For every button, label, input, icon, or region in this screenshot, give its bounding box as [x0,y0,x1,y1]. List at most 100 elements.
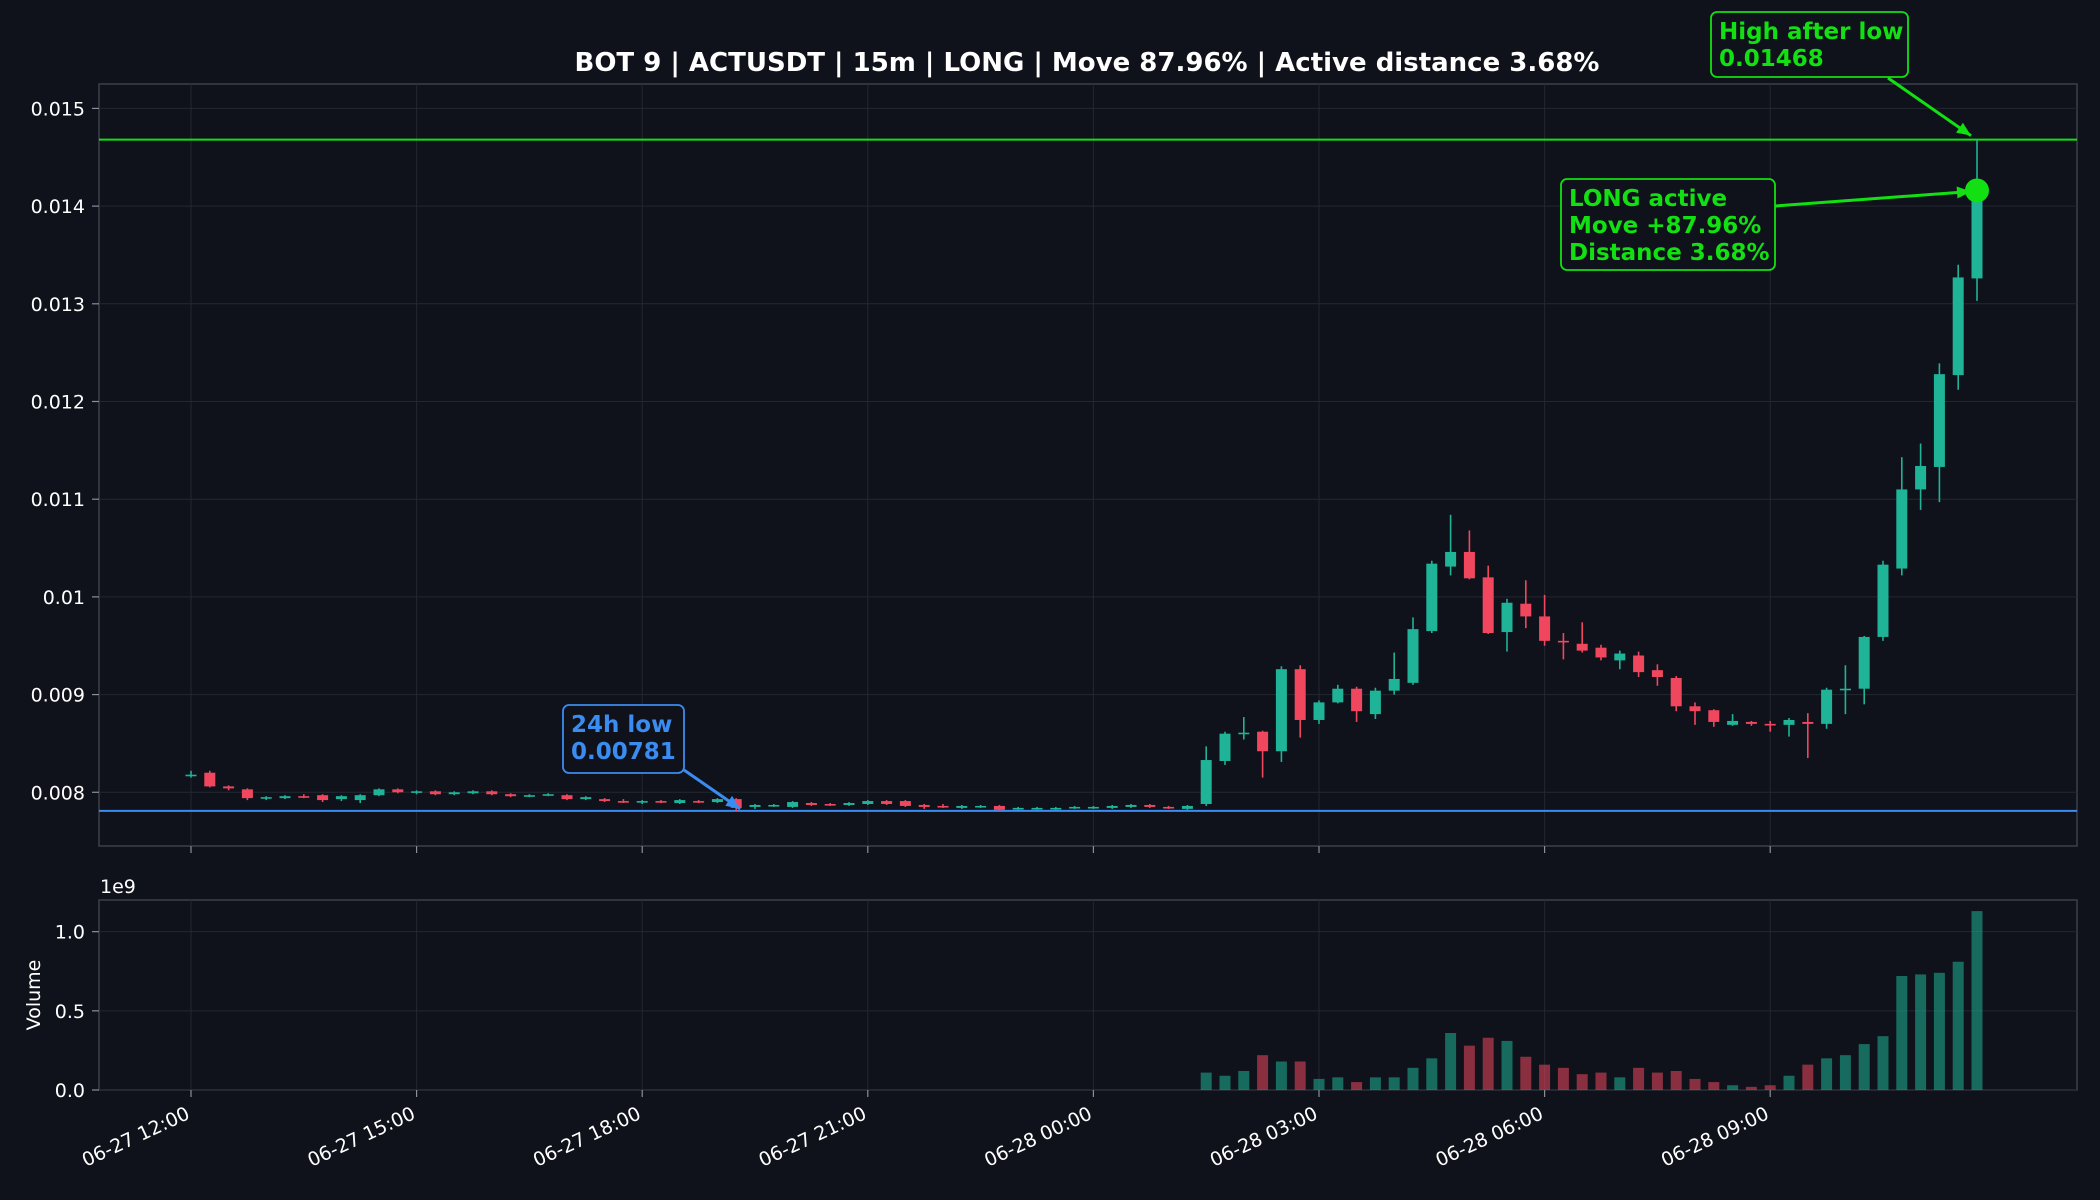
candle-body [1313,702,1325,720]
high-annotation-box [1710,11,1909,78]
price-tick-label: 0.011 [31,489,85,511]
candle-body [1482,577,1494,634]
price-tick-label: 0.015 [31,98,85,120]
volume-bar [1557,1067,1569,1090]
candle-body [862,801,874,804]
candle-body [411,791,423,793]
candle-body [617,801,629,803]
candle-body [1181,805,1193,809]
candle-body [373,789,385,796]
low-annotation-text: 0.00781 [571,739,676,765]
candle-body [1764,723,1776,726]
volume-bar [1200,1072,1212,1090]
volume-bar [1426,1058,1438,1090]
active-annotation-text: Move +87.96% [1569,213,1761,239]
volume-bar [1764,1085,1776,1090]
candle-body [1163,806,1175,809]
candle-body [881,801,893,804]
current-price-marker [1965,178,1989,203]
candle-body [1708,710,1720,722]
volume-bar [1520,1056,1532,1090]
candle-body [1050,807,1062,810]
candle-body [1445,551,1457,567]
candle-body [1426,563,1438,632]
candle-body [1012,807,1024,810]
candle-body [1294,669,1306,720]
candle-body [561,795,573,800]
volume-bar [1802,1064,1814,1090]
candle-body [1821,689,1833,724]
candle-body [1407,629,1419,683]
candle-body [975,805,987,808]
high-annotation-text: 0.01468 [1719,46,1824,72]
volume-bar [1839,1055,1851,1090]
candle-body [1633,655,1645,673]
volume-bar [1633,1067,1645,1090]
candle-body [1069,806,1081,809]
volume-bar [1445,1033,1457,1090]
candle-body [1238,732,1250,735]
candle-body [1031,807,1043,810]
candle-body [599,799,611,802]
candle-body [1576,643,1588,651]
candle-body [542,794,554,796]
candle-body [1125,804,1137,807]
volume-bar [1933,972,1945,1090]
volume-bar [1463,1045,1475,1090]
candle-body [354,795,366,801]
candle-body [1915,465,1927,490]
candle-body [693,801,705,803]
candle-body [1369,690,1381,715]
volume-bar [1821,1058,1833,1090]
volume-bar [1313,1078,1325,1090]
volume-bar [1219,1075,1231,1090]
candle-body [1595,647,1607,658]
candle-body [448,792,460,795]
candle-body [1275,669,1287,752]
high-annotation-arrowhead [1956,122,1971,136]
price-tick-label: 0.009 [31,685,85,707]
low-annotation-arrowhead [725,795,741,809]
candle-body [1839,688,1851,691]
price-panel-frame [98,83,2078,847]
candle-body [749,804,761,807]
price-panel: 0.0080.0090.010.0110.0120.0130.0140.015 … [31,11,2078,853]
volume-bar [1351,1082,1363,1090]
volume-tick-label: 0.0 [55,1080,85,1102]
price-x-ticks [190,846,1771,853]
candle-body [1971,190,1983,279]
candle-body [505,794,517,797]
volume-bar [1614,1077,1626,1090]
chart-title: BOT 9 | ACTUSDT | 15m | LONG | Move 87.9… [575,48,1600,78]
active-annotation-text: Distance 3.68% [1569,240,1770,266]
candle-body [937,805,949,808]
volume-bar [1971,911,1983,1090]
candle-body [805,803,817,805]
volume-bar [1877,1036,1889,1090]
low-annotation-text: 24h low [571,712,672,738]
candle-body [392,789,404,793]
volume-bar [1407,1067,1419,1090]
candle-body [918,804,930,807]
candle-body [1877,564,1889,637]
candle-body [1745,721,1757,724]
low-annotation-box [562,704,685,774]
candle-body [1952,277,1964,376]
volume-bar [1670,1071,1682,1090]
candle-body [1087,806,1099,809]
candle-body [279,796,291,799]
candle-body [523,795,535,797]
volume-bar [1257,1055,1269,1090]
candle-body [1670,677,1682,707]
volume-bar [1332,1077,1344,1090]
volume-bar [1482,1037,1494,1090]
candle-body [241,789,253,799]
candle-body [843,803,855,805]
candle-body [956,805,968,808]
active-annotation-text: LONG active [1569,186,1727,212]
volume-bar [1858,1044,1870,1090]
candle-body [185,774,197,777]
candle-body [1614,653,1626,661]
